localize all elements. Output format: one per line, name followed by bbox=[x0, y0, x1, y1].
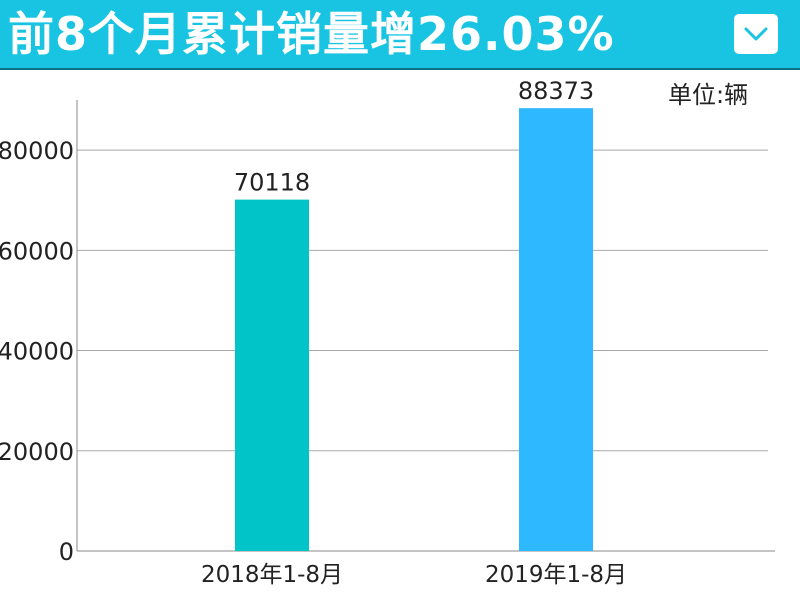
y-tick-label: 40000 bbox=[0, 338, 74, 366]
y-tick-label: 20000 bbox=[0, 438, 74, 466]
y-tick-label: 60000 bbox=[0, 237, 74, 265]
expand-button[interactable] bbox=[734, 14, 778, 54]
y-tick-label: 80000 bbox=[0, 137, 74, 165]
x-tick-label: 2019年1-8月 bbox=[485, 562, 627, 588]
title-bar: 前8个月累计销量增26.03% bbox=[0, 0, 800, 70]
unit-label: 单位:辆 bbox=[668, 81, 749, 109]
y-tick-label: 0 bbox=[59, 538, 74, 566]
page-title: 前8个月累计销量增26.03% bbox=[8, 7, 615, 61]
bar bbox=[235, 199, 309, 551]
bar bbox=[519, 108, 593, 551]
chevron-down-icon bbox=[744, 27, 768, 41]
data-label: 70118 bbox=[234, 169, 310, 197]
x-tick-label: 2018年1-8月 bbox=[201, 562, 343, 588]
data-label: 88373 bbox=[518, 77, 594, 105]
